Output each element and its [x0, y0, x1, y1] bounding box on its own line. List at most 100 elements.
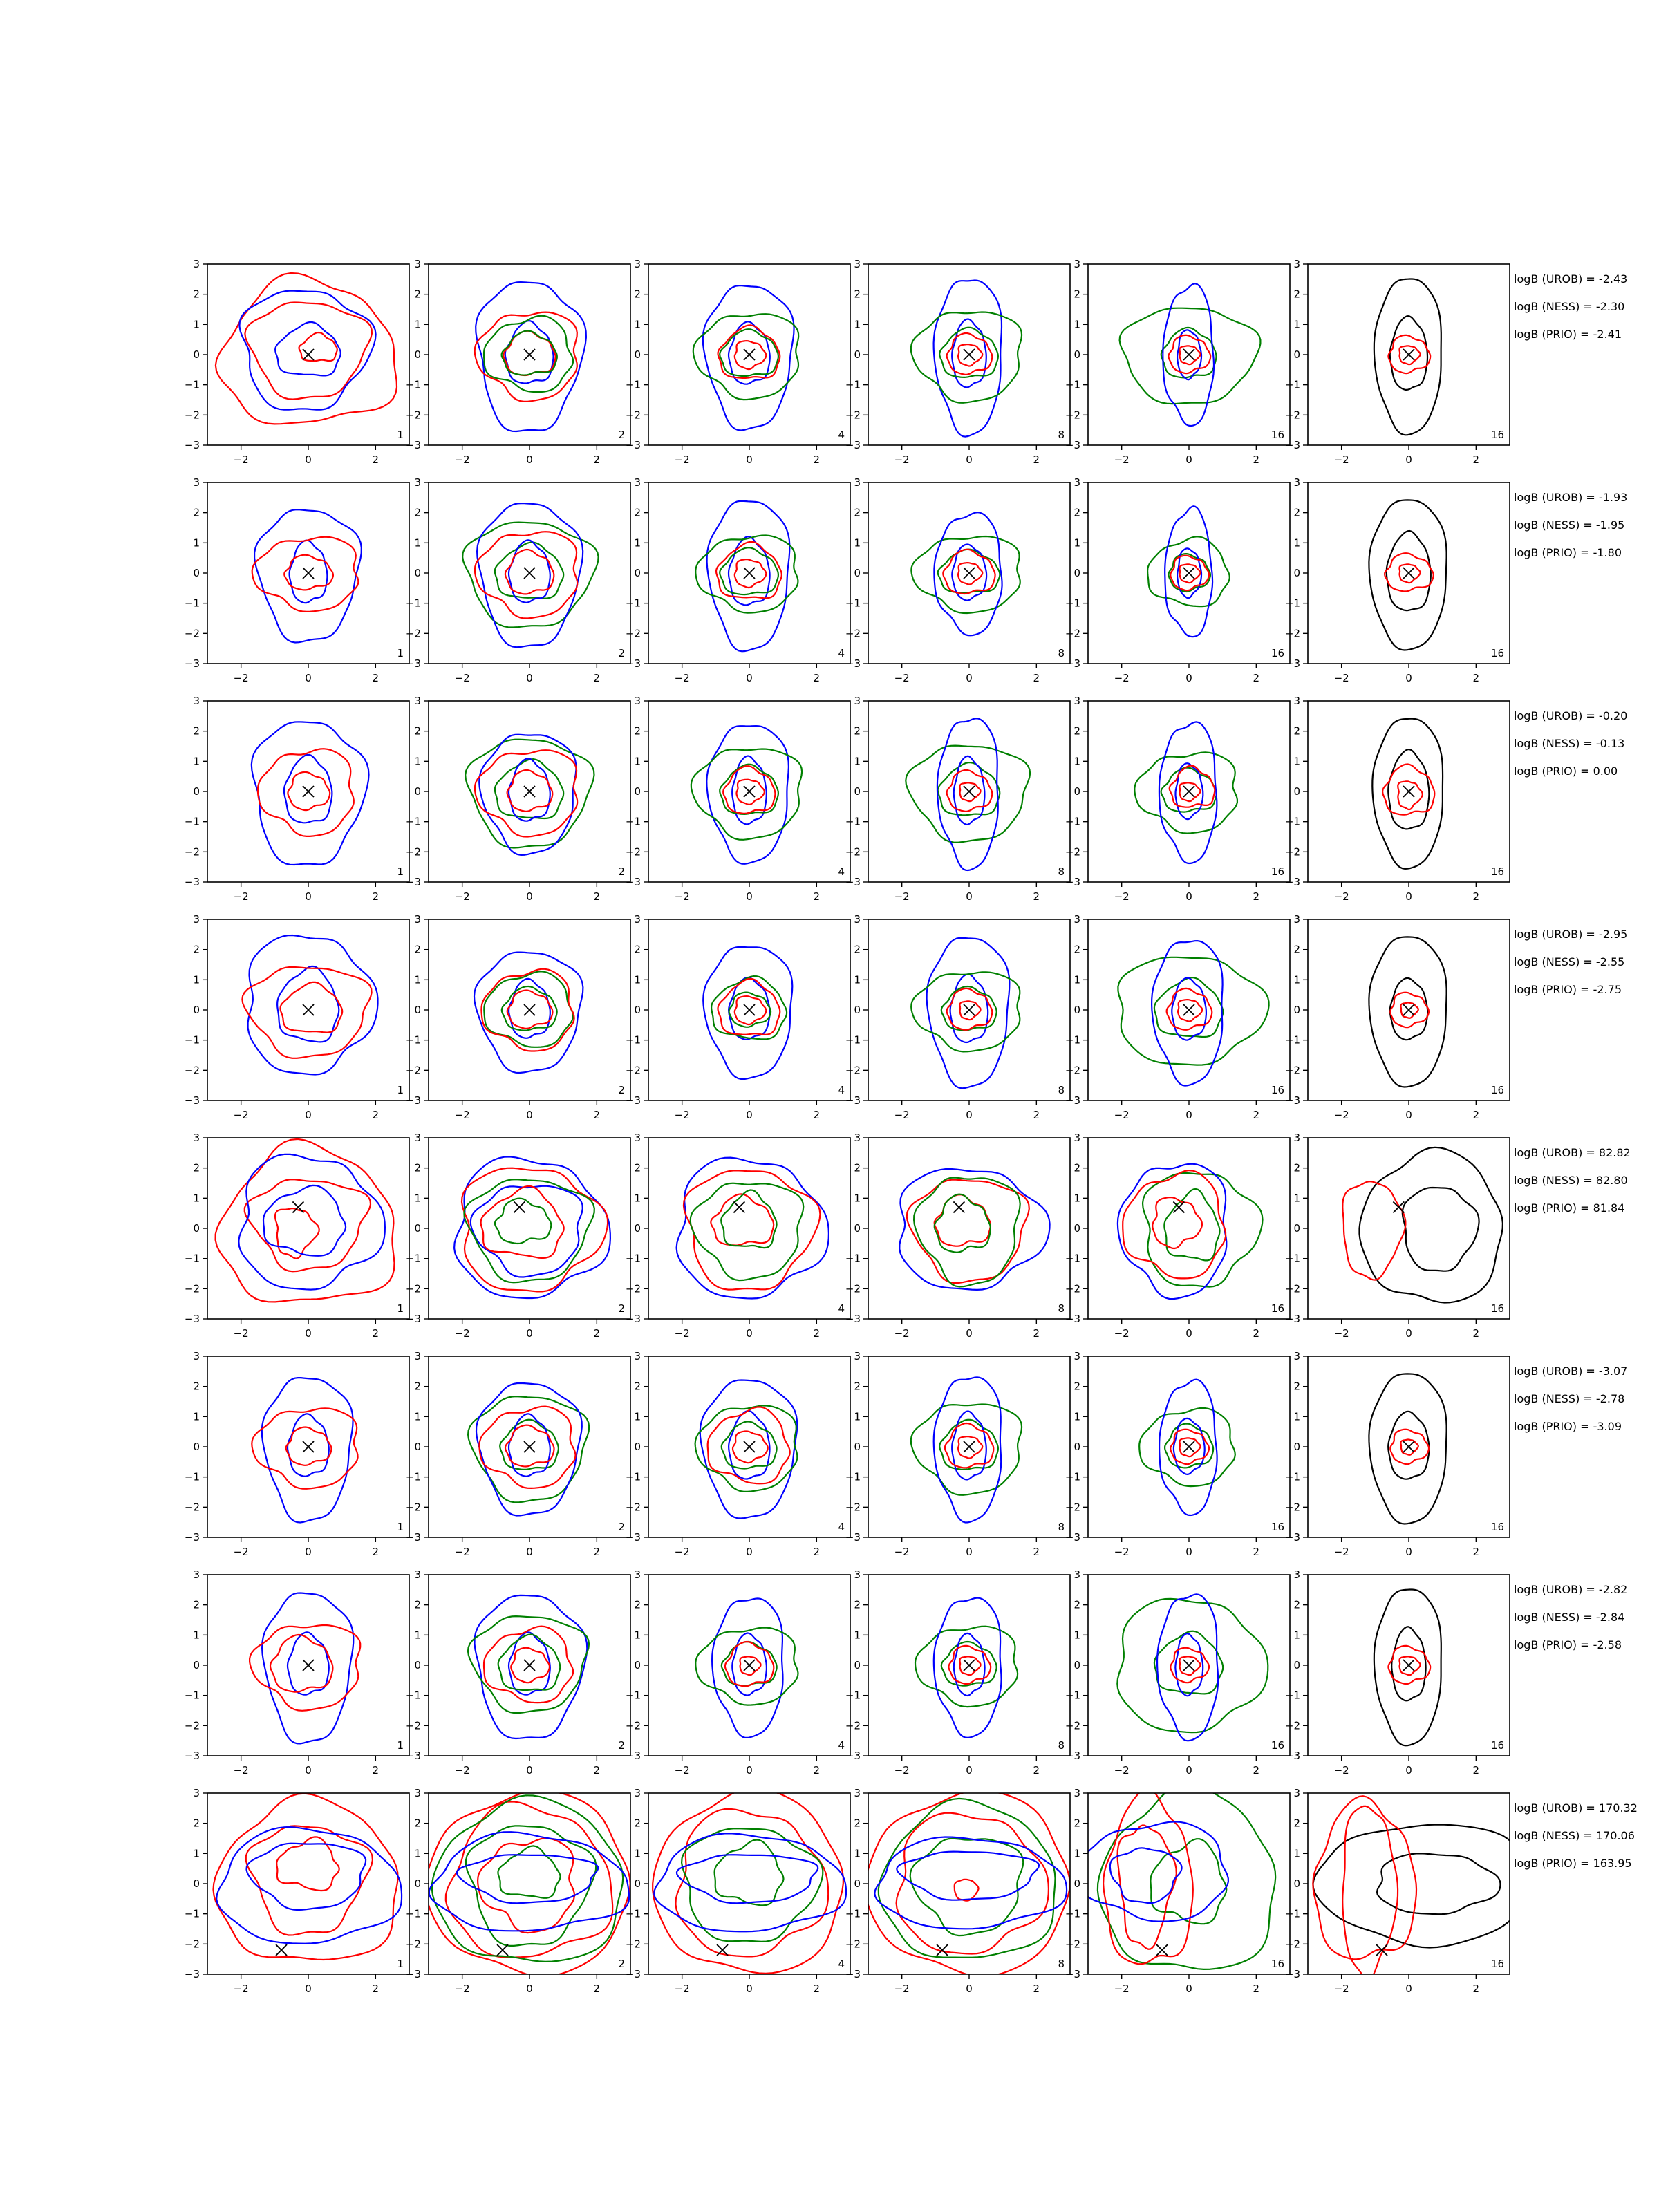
y-tick-label: −3 [1285, 1750, 1300, 1762]
contour-red [959, 1000, 982, 1021]
y-tick-label: −2 [845, 1064, 861, 1076]
contour-green [905, 744, 1031, 843]
y-tick-label: 0 [854, 348, 861, 361]
row-annotations-4: logB (UROB) = -2.95 logB (NESS) = -2.55 lo… [1514, 928, 1627, 996]
panel-corner-label: 8 [1058, 1084, 1065, 1096]
logb-annotation: logB (PRIO) = -2.75 [1514, 983, 1622, 996]
x-tick-label: −2 [1114, 1983, 1130, 1995]
contour-green [1153, 1630, 1224, 1695]
x-tick-label: 2 [1253, 1764, 1260, 1777]
contour-black [1387, 1410, 1430, 1480]
x-marker [743, 1441, 756, 1453]
y-tick-label: 3 [854, 1350, 861, 1362]
x-marker [496, 1944, 509, 1956]
contour-group [1312, 1795, 1510, 1974]
panel-corner-label: 16 [1491, 1739, 1504, 1752]
x-tick-label: 0 [526, 1327, 533, 1340]
contour-red [274, 1207, 320, 1259]
y-tick-label: 1 [1074, 1192, 1080, 1204]
y-tick-label: −2 [626, 1282, 641, 1295]
x-tick-label: 0 [1185, 1983, 1192, 1995]
x-tick-label: 2 [373, 1546, 379, 1558]
x-marker [302, 1441, 315, 1453]
x-tick-label: 2 [1253, 1327, 1260, 1340]
y-tick-label: 0 [414, 1877, 421, 1890]
x-marker [716, 1944, 729, 1956]
y-tick-label: −1 [185, 1034, 200, 1047]
y-tick-label: 3 [1293, 1350, 1300, 1362]
contour-red [1383, 552, 1434, 592]
y-tick-label: −3 [1065, 876, 1080, 888]
panel-corner-label: 1 [397, 1084, 404, 1096]
y-tick-label: −3 [406, 439, 421, 451]
x-tick-label: 2 [1473, 1983, 1480, 1995]
contour-green [497, 1845, 561, 1899]
contour-blue [953, 1632, 986, 1697]
x-tick-label: 0 [305, 890, 312, 903]
panel-corner-label: 1 [397, 429, 404, 441]
contour-red [1165, 987, 1213, 1031]
contour-green [692, 313, 800, 401]
contour-blue [706, 724, 790, 865]
contour-black [1373, 1588, 1442, 1747]
x-tick-label: −2 [234, 1327, 249, 1340]
y-tick-label: 3 [854, 695, 861, 707]
y-tick-label: −3 [406, 1968, 421, 1980]
x-marker [963, 348, 975, 361]
row-annotations-3: logB (UROB) = -0.20 logB (NESS) = -0.13 lo… [1514, 709, 1627, 778]
contour-red [1398, 563, 1421, 584]
y-tick-label: 3 [193, 1787, 200, 1799]
x-tick-label: −2 [1114, 672, 1130, 684]
y-tick-label: 3 [634, 1132, 641, 1144]
y-tick-label: 1 [1074, 536, 1080, 549]
logb-annotation: logB (PRIO) = -3.09 [1514, 1420, 1622, 1433]
contour-red [1342, 1805, 1399, 1974]
y-tick-label: 3 [854, 258, 861, 270]
panel-corner-label: 16 [1271, 1521, 1284, 1533]
contour-red [1397, 780, 1423, 811]
contour-red [474, 531, 579, 619]
y-tick-label: 3 [414, 913, 421, 926]
x-marker [523, 567, 536, 579]
y-tick-label: 0 [193, 1659, 200, 1671]
panel-corner-label: 8 [1058, 1302, 1065, 1315]
y-tick-label: −2 [845, 1938, 861, 1950]
y-tick-label: 1 [414, 1410, 421, 1423]
x-marker [1392, 1201, 1405, 1214]
y-tick-label: 0 [193, 1222, 200, 1235]
y-tick-label: 3 [414, 1787, 421, 1799]
contour-red [1398, 1656, 1421, 1676]
y-tick-label: −2 [185, 1938, 200, 1950]
contour-red [948, 1644, 992, 1685]
contour-red [895, 1812, 1050, 1955]
y-tick-label: −2 [406, 845, 421, 858]
y-tick-label: −1 [406, 1689, 421, 1702]
contour-group [467, 1382, 590, 1517]
y-tick-label: −2 [626, 845, 641, 858]
y-tick-label: −1 [626, 379, 641, 391]
contour-blue [951, 1410, 987, 1481]
contour-red [710, 1193, 775, 1246]
y-tick-label: −1 [406, 597, 421, 610]
y-tick-label: 3 [854, 1132, 861, 1144]
contour-group [1373, 1588, 1442, 1747]
y-tick-label: 2 [634, 507, 641, 519]
panel-r5-c2: −2 0 2 −3 −2 −1 0 1 2 3 2 [406, 1132, 631, 1340]
contour-blue [474, 1594, 588, 1740]
panel-r8-c3: −2 0 2 −3 −2 −1 0 1 2 3 4 [626, 1787, 851, 1995]
row-annotations-7: logB (UROB) = -2.82 logB (NESS) = -2.84 lo… [1514, 1583, 1627, 1651]
panel-r7-c4: −2 0 2 −3 −2 −1 0 1 2 3 8 [845, 1568, 1071, 1777]
y-tick-label: 0 [193, 1441, 200, 1453]
y-tick-label: 1 [414, 1629, 421, 1641]
contour-group [899, 1168, 1051, 1291]
y-tick-label: 0 [854, 1441, 861, 1453]
x-tick-label: 0 [746, 1764, 753, 1777]
panel-r8-c6: −2 0 2 −3 −2 −1 0 1 2 3 16 [1285, 1787, 1510, 1995]
panel-r3-c6: −2 0 2 −3 −2 −1 0 1 2 3 16 [1285, 695, 1510, 903]
contour-black [1368, 499, 1447, 651]
contour-red [285, 1426, 332, 1466]
y-tick-label: 0 [1293, 1004, 1300, 1016]
panel-r3-c1: −2 0 2 −3 −2 −1 0 1 2 3 1 [185, 695, 410, 903]
x-tick-label: −2 [894, 453, 910, 466]
contour-blue [727, 536, 771, 606]
